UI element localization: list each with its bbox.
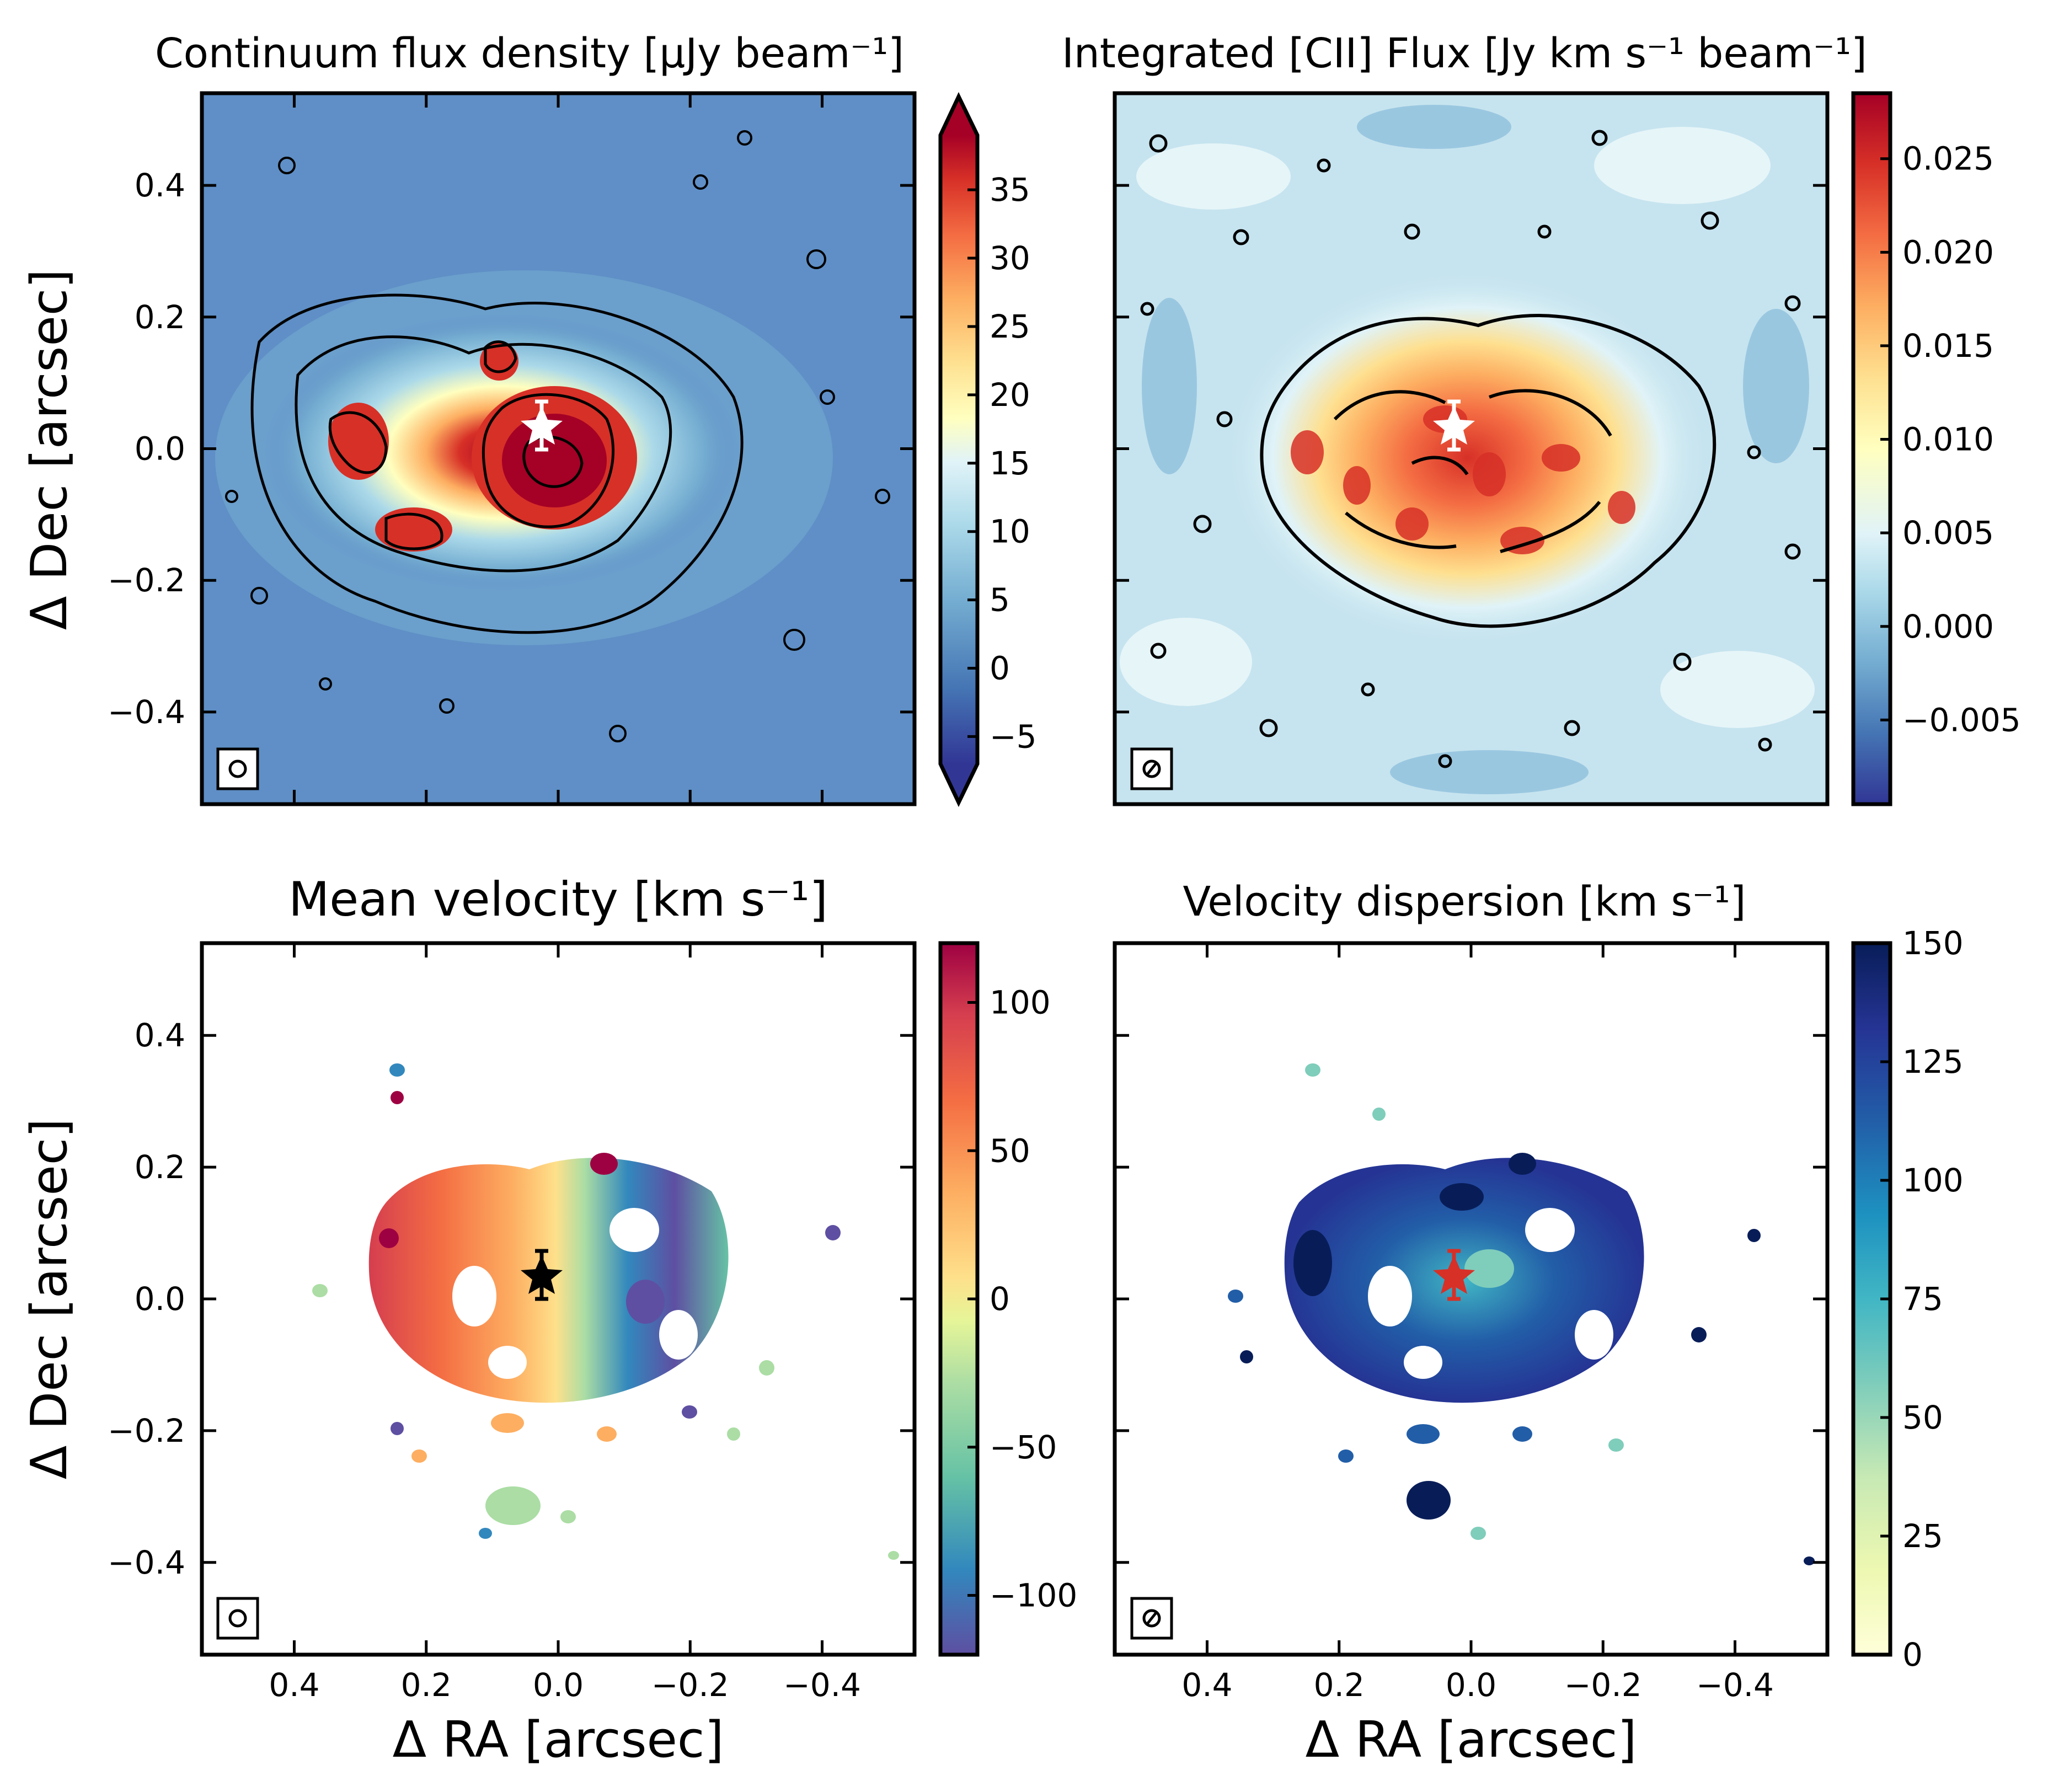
continuum-map xyxy=(202,93,915,804)
x-tick-label: 0.0 xyxy=(533,1666,584,1704)
colorbar-tick-label: 25 xyxy=(990,308,1030,345)
x-tick-label: 0.4 xyxy=(269,1666,319,1704)
beam-cii-flux xyxy=(1130,747,1173,790)
colorbar-tick-label: 10 xyxy=(990,513,1030,550)
beam-mean-velocity xyxy=(216,1597,259,1640)
colorbar-tick-label: 0.020 xyxy=(1902,233,1994,271)
y-tick-label: −0.2 xyxy=(108,561,185,599)
axis-ticks: 0.40.20.0−0.2−0.435302520151050−50.0250.… xyxy=(108,93,2021,1704)
panel-cii-flux-title: Integrated [CII] Flux [Jy km s⁻¹ beam⁻¹] xyxy=(1062,30,1867,77)
colorbar-tick-label: 150 xyxy=(1902,924,1964,962)
velocity-dispersion-map xyxy=(1115,943,1827,1655)
x-tick-label: 0.0 xyxy=(1446,1666,1496,1704)
y-tick-label: 0.0 xyxy=(135,430,185,468)
beam-continuum xyxy=(216,747,259,790)
y-tick-label: −0.2 xyxy=(108,1412,185,1449)
colorbar-tick-label: 50 xyxy=(990,1132,1030,1169)
colorbar-tick-label: 100 xyxy=(1902,1162,1964,1199)
y-tick-label: 0.2 xyxy=(135,298,185,336)
colorbar-tick-label: −100 xyxy=(990,1577,1077,1614)
colorbar-tick-label: 15 xyxy=(990,445,1030,482)
cii-flux-map xyxy=(1115,93,1827,804)
x-tick-label: −0.2 xyxy=(1564,1666,1642,1704)
colorbar-tick-label: 0 xyxy=(990,1280,1010,1318)
panel-velocity-dispersion-title: Velocity dispersion [km s⁻¹] xyxy=(1183,878,1746,926)
ylabel-continuum: Δ Dec [arcsec] xyxy=(20,269,78,630)
colorbar-tick-label: 35 xyxy=(990,171,1030,208)
y-tick-label: 0.4 xyxy=(135,1017,185,1054)
star-marker-continuum xyxy=(521,399,563,452)
y-tick-label: −0.4 xyxy=(108,693,185,731)
colorbar-tick-label: −50 xyxy=(990,1429,1057,1466)
beam-velocity-dispersion xyxy=(1130,1597,1173,1640)
colorbar-tick-label: 0.010 xyxy=(1902,421,1994,458)
colorbar-tick-label: 5 xyxy=(990,581,1010,619)
xlabel-velocity-dispersion: Δ RA [arcsec] xyxy=(1306,1711,1637,1769)
star-marker-mean-velocity xyxy=(521,1249,563,1301)
colorbar-tick-label: 30 xyxy=(990,239,1030,277)
colorbar-tick-label: −5 xyxy=(990,718,1037,755)
colorbar-tick-label: 0.025 xyxy=(1902,140,1994,178)
colorbar-continuum xyxy=(938,92,980,807)
colorbar-tick-label: 0.005 xyxy=(1902,514,1994,552)
star-marker-velocity-dispersion xyxy=(1433,1249,1475,1301)
colorbar-tick-label: 100 xyxy=(990,984,1051,1021)
x-tick-label: 0.2 xyxy=(1314,1666,1365,1704)
colorbar-tick-label: 125 xyxy=(1902,1043,1964,1080)
panel-mean-velocity-title: Mean velocity [km s⁻¹] xyxy=(288,872,828,927)
x-tick-label: 0.2 xyxy=(401,1666,452,1704)
colorbar-cii-flux xyxy=(1851,91,1892,806)
colorbar-tick-label: 75 xyxy=(1902,1280,1943,1318)
x-tick-label: 0.4 xyxy=(1181,1666,1232,1704)
xlabel-mean-velocity: Δ RA [arcsec] xyxy=(393,1711,724,1769)
y-tick-label: 0.2 xyxy=(135,1148,185,1186)
colorbar-tick-label: 0.000 xyxy=(1902,608,1994,645)
x-tick-label: −0.4 xyxy=(783,1666,861,1704)
colorbar-tick-label: 20 xyxy=(990,376,1030,414)
star-marker-cii-flux xyxy=(1433,399,1475,452)
colorbar-tick-label: −0.005 xyxy=(1902,701,2021,739)
mean-velocity-map xyxy=(202,943,915,1655)
x-tick-label: −0.2 xyxy=(651,1666,729,1704)
y-tick-label: −0.4 xyxy=(108,1544,185,1581)
panel-velocity-dispersion: Velocity dispersion [km s⁻¹] xyxy=(1113,878,1892,1657)
panel-cii-flux: Integrated [CII] Flux [Jy km s⁻¹ beam⁻¹] xyxy=(1062,30,1892,806)
colorbar-tick-label: 0.015 xyxy=(1902,327,1994,365)
y-tick-label: 0.4 xyxy=(135,167,185,204)
ylabel-mean-velocity: Δ Dec [arcsec] xyxy=(20,1119,78,1480)
panel-continuum: Continuum flux density [μJy beam⁻¹] xyxy=(155,30,980,807)
panel-mean-velocity: Mean velocity [km s⁻¹] xyxy=(200,872,980,1657)
colorbar-tick-label: 50 xyxy=(1902,1399,1943,1436)
colorbar-tick-label: 0 xyxy=(1902,1636,1923,1673)
colorbar-tick-label: 0 xyxy=(990,650,1010,687)
y-tick-label: 0.0 xyxy=(135,1280,185,1318)
panel-continuum-title: Continuum flux density [μJy beam⁻¹] xyxy=(155,30,904,77)
x-tick-label: −0.4 xyxy=(1696,1666,1774,1704)
colorbar-tick-label: 25 xyxy=(1902,1517,1943,1555)
